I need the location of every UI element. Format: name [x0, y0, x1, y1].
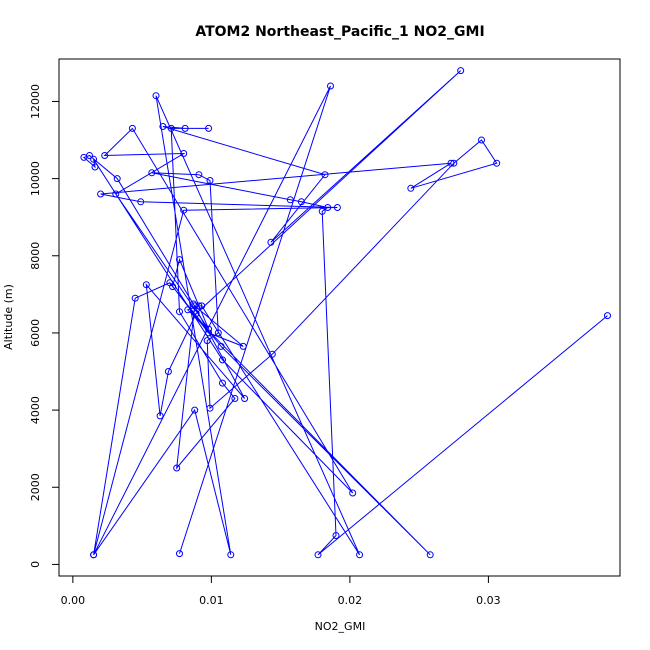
- data-point: [176, 308, 183, 316]
- data-point: [231, 395, 239, 402]
- data-point: [195, 171, 203, 179]
- series-lines: [82, 70, 608, 556]
- data-point: [426, 551, 434, 559]
- data-point: [219, 356, 226, 364]
- series-line: [82, 70, 608, 556]
- data-point: [297, 198, 305, 206]
- data-point: [267, 238, 275, 246]
- data-point: [324, 204, 332, 211]
- data-point: [239, 342, 247, 350]
- data-point: [191, 302, 199, 310]
- data-point: [407, 184, 415, 192]
- data-point: [181, 124, 189, 132]
- data-point: [205, 325, 213, 333]
- y-axis-label: Altitude (m): [2, 284, 15, 350]
- y-axis: 0 2000 4000 6000 8000 10000 12000: [29, 84, 60, 568]
- data-point: [97, 190, 105, 198]
- data-point: [198, 302, 206, 310]
- data-point: [268, 350, 276, 358]
- data-point: [101, 152, 109, 159]
- data-point: [205, 124, 213, 132]
- data-point: [159, 123, 167, 130]
- data-point: [205, 329, 213, 337]
- y-tick-label: 12000: [29, 84, 42, 119]
- data-point: [176, 550, 183, 558]
- data-point: [321, 171, 329, 179]
- data-point: [112, 190, 120, 198]
- data-point: [206, 177, 214, 184]
- data-point: [152, 92, 160, 100]
- data-point: [227, 551, 235, 559]
- data-point: [176, 256, 183, 264]
- y-tick-label: 6000: [29, 319, 42, 347]
- data-point: [131, 294, 139, 302]
- data-point: [142, 281, 150, 289]
- data-point: [450, 159, 458, 167]
- data-point: [91, 163, 99, 171]
- data-point: [113, 175, 121, 183]
- data-point: [457, 67, 465, 75]
- data-point: [164, 368, 172, 375]
- data-point: [148, 169, 156, 177]
- data-point: [80, 153, 88, 161]
- data-point: [192, 310, 200, 318]
- data-point: [286, 196, 294, 204]
- data-point: [128, 124, 136, 132]
- data-point: [180, 150, 188, 157]
- data-point: [478, 136, 485, 144]
- data-point: [167, 124, 175, 132]
- data-point: [180, 206, 188, 214]
- data-point: [184, 306, 192, 314]
- data-point: [447, 159, 455, 167]
- data-point: [241, 395, 249, 402]
- plot-frame: [58, 58, 621, 577]
- data-point: [349, 489, 357, 497]
- x-axis-label: NO2_GMI: [315, 620, 366, 633]
- x-tick-label: 0.00: [61, 594, 86, 607]
- data-point: [137, 198, 145, 206]
- series-points: [80, 67, 611, 559]
- data-point: [217, 342, 225, 350]
- x-tick-label: 0.03: [476, 594, 501, 607]
- data-point: [90, 155, 98, 163]
- y-tick-label: 2000: [29, 473, 42, 501]
- data-point: [356, 551, 364, 559]
- data-point: [156, 412, 164, 420]
- data-point: [318, 207, 326, 215]
- data-point: [169, 283, 177, 291]
- y-tick-label: 8000: [29, 242, 42, 270]
- y-tick-label: 4000: [29, 396, 42, 424]
- data-point: [493, 159, 501, 167]
- x-tick-label: 0.01: [199, 594, 224, 607]
- data-point: [219, 379, 226, 387]
- x-tick-label: 0.02: [338, 594, 363, 607]
- data-point: [214, 329, 222, 337]
- data-point: [314, 551, 322, 559]
- data-point: [333, 204, 341, 211]
- data-point: [191, 406, 199, 414]
- data-point: [327, 82, 334, 90]
- data-point: [195, 302, 203, 310]
- data-point: [203, 337, 211, 345]
- data-point: [332, 532, 340, 539]
- data-point: [90, 551, 98, 559]
- x-axis: 0.00 0.01 0.02 0.03: [61, 575, 501, 607]
- data-point: [604, 312, 611, 320]
- data-point: [173, 464, 181, 472]
- chart-title: ATOM2 Northeast_Pacific_1 NO2_GMI: [195, 24, 484, 40]
- data-point: [206, 404, 214, 412]
- y-tick-label: 0: [29, 561, 42, 568]
- y-tick-label: 10000: [29, 161, 42, 196]
